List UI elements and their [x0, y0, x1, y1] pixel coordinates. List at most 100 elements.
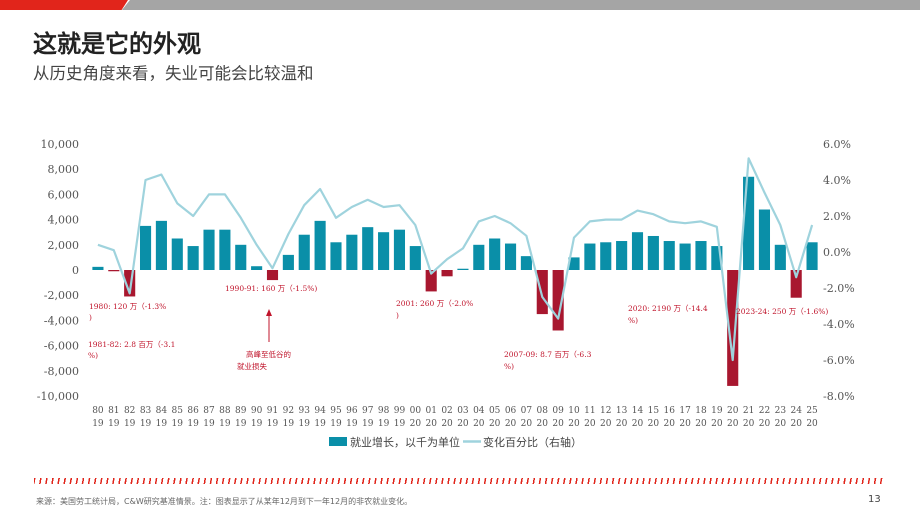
x-tick-label-top: 03 [457, 406, 469, 416]
bar-2019 [711, 246, 723, 270]
bar-2012 [600, 242, 612, 270]
x-tick-label-bottom: 20 [695, 419, 707, 429]
x-tick-label-top: 86 [187, 406, 199, 416]
x-tick-label-bottom: 20 [759, 419, 771, 429]
x-tick-label-bottom: 19 [362, 419, 374, 429]
bar-2008 [536, 270, 548, 315]
top-gray-bar [122, 0, 920, 10]
bar-2023 [774, 244, 786, 270]
x-tick-label-bottom: 19 [187, 419, 199, 429]
x-tick-label-bottom: 20 [743, 419, 755, 429]
x-tick-label-bottom: 20 [711, 419, 723, 429]
x-tick-label-top: 82 [124, 406, 135, 416]
y-left-tick-label: 2,000 [48, 239, 80, 252]
line-series [97, 157, 814, 362]
legend-line-label: 变化百分比（右轴） [483, 435, 582, 449]
bar-2002 [441, 270, 453, 277]
bar-2013 [616, 241, 628, 270]
x-tick-label-bottom: 20 [552, 419, 564, 429]
bar-2001 [425, 270, 437, 292]
x-tick-label-bottom: 20 [568, 419, 580, 429]
bar-2016 [663, 241, 675, 270]
bar-2018 [695, 241, 707, 270]
x-tick-label-top: 05 [489, 406, 501, 416]
footer-divider [34, 478, 886, 484]
x-tick-label-top: 85 [172, 406, 184, 416]
x-tick-label-top: 97 [362, 406, 374, 416]
x-tick-label-bottom: 20 [648, 419, 660, 429]
bar-1986 [187, 246, 199, 270]
annotation-peak-trough: 高峰至低谷的 [246, 349, 291, 359]
employment-chart: 10,000 8,000 6,000 4,000 2,000 0 -2,000 -4,000 -… [37, 138, 855, 449]
annotation-2023-24: 2023-24: 250 万（-1.6%) [736, 307, 828, 316]
bar-1984 [155, 220, 167, 270]
legend-bar-label: 就业增长，以千为单位 [350, 435, 460, 449]
x-tick-label-bottom: 19 [378, 419, 390, 429]
bar-2025 [806, 242, 818, 270]
x-tick-label-top: 20 [727, 406, 739, 416]
x-tick-label-bottom: 20 [489, 419, 501, 429]
x-tick-label-bottom: 19 [124, 419, 136, 429]
bar-2006 [504, 243, 517, 270]
x-tick-label-top: 08 [537, 406, 549, 416]
y-left-tick-label: -2,000 [44, 289, 79, 302]
bar-1985 [171, 238, 183, 270]
x-tick-label-top: 21 [743, 406, 754, 416]
x-tick-label-bottom: 19 [108, 419, 120, 429]
y-right-tick-label: -4.0% [823, 318, 855, 331]
x-tick-label-top: 80 [92, 406, 104, 416]
bar-1997 [362, 227, 374, 270]
y-left-tick-label: -4,000 [44, 314, 79, 327]
y-left-tick-label: 4,000 [48, 214, 80, 227]
y-right-tick-label: 2.0% [823, 210, 851, 223]
bar-2024 [790, 270, 802, 298]
annotation-2007-09-cont: %) [504, 362, 514, 371]
annotation-2001-cont: ) [396, 311, 399, 320]
x-tick-label-bottom: 19 [140, 419, 152, 429]
bar-1999 [393, 229, 406, 270]
x-tick-label-top: 84 [156, 406, 168, 416]
x-tick-label-bottom: 19 [346, 419, 358, 429]
x-tick-label-top: 09 [552, 406, 564, 416]
bar-2017 [679, 243, 691, 270]
y-right-tick-label: 4.0% [823, 174, 851, 187]
x-tick-label-top: 98 [378, 406, 390, 416]
x-tick-label-top: 01 [425, 406, 436, 416]
x-tick-label-top: 81 [108, 406, 119, 416]
x-tick-label-bottom: 20 [584, 419, 596, 429]
bar-1981 [108, 270, 120, 272]
bar-1982 [124, 270, 136, 297]
x-tick-label-bottom: 19 [203, 419, 215, 429]
x-tick-label-top: 83 [140, 406, 152, 416]
bar-1983 [139, 225, 152, 270]
bar-2000 [409, 246, 421, 270]
x-tick-label-top: 19 [711, 406, 723, 416]
bar-1987 [203, 229, 215, 270]
y-right-tick-label: -8.0% [823, 390, 855, 403]
x-tick-label-top: 23 [775, 406, 787, 416]
annotation-2020: 2020: 2190 万（-14.4 [628, 304, 708, 313]
x-tick-label-top: 87 [203, 406, 215, 416]
annotation-1981-82: 1981-82: 2.8 百万（-3.1 [88, 340, 175, 349]
x-tick-label-bottom: 19 [283, 419, 295, 429]
x-tick-label-top: 04 [473, 406, 485, 416]
x-tick-label-bottom: 20 [473, 419, 485, 429]
y-right-axis: 6.0% 4.0% 2.0% 0.0% -2.0% -4.0% -6.0% -8.0% [823, 138, 855, 403]
bar-2020 [727, 270, 739, 386]
annotation-1980-cont: ) [89, 313, 92, 322]
legend: 就业增长，以千为单位 变化百分比（右轴） [329, 435, 582, 449]
y-left-tick-label: -6,000 [44, 340, 79, 353]
x-tick-label-bottom: 20 [806, 419, 818, 429]
bar-2022 [758, 209, 771, 270]
page-number: 13 [868, 494, 881, 505]
x-tick-label-bottom: 20 [790, 419, 802, 429]
x-tick-label-top: 96 [346, 406, 358, 416]
bar-1988 [219, 229, 231, 270]
x-tick-label-bottom: 19 [156, 419, 168, 429]
x-tick-label-top: 22 [759, 406, 770, 416]
x-tick-label-bottom: 19 [92, 419, 104, 429]
bar-1992 [282, 254, 294, 270]
x-tick-label-top: 95 [330, 406, 342, 416]
x-tick-label-top: 94 [314, 406, 326, 416]
annotation-peak-trough-cont: 就业损失 [237, 361, 267, 371]
